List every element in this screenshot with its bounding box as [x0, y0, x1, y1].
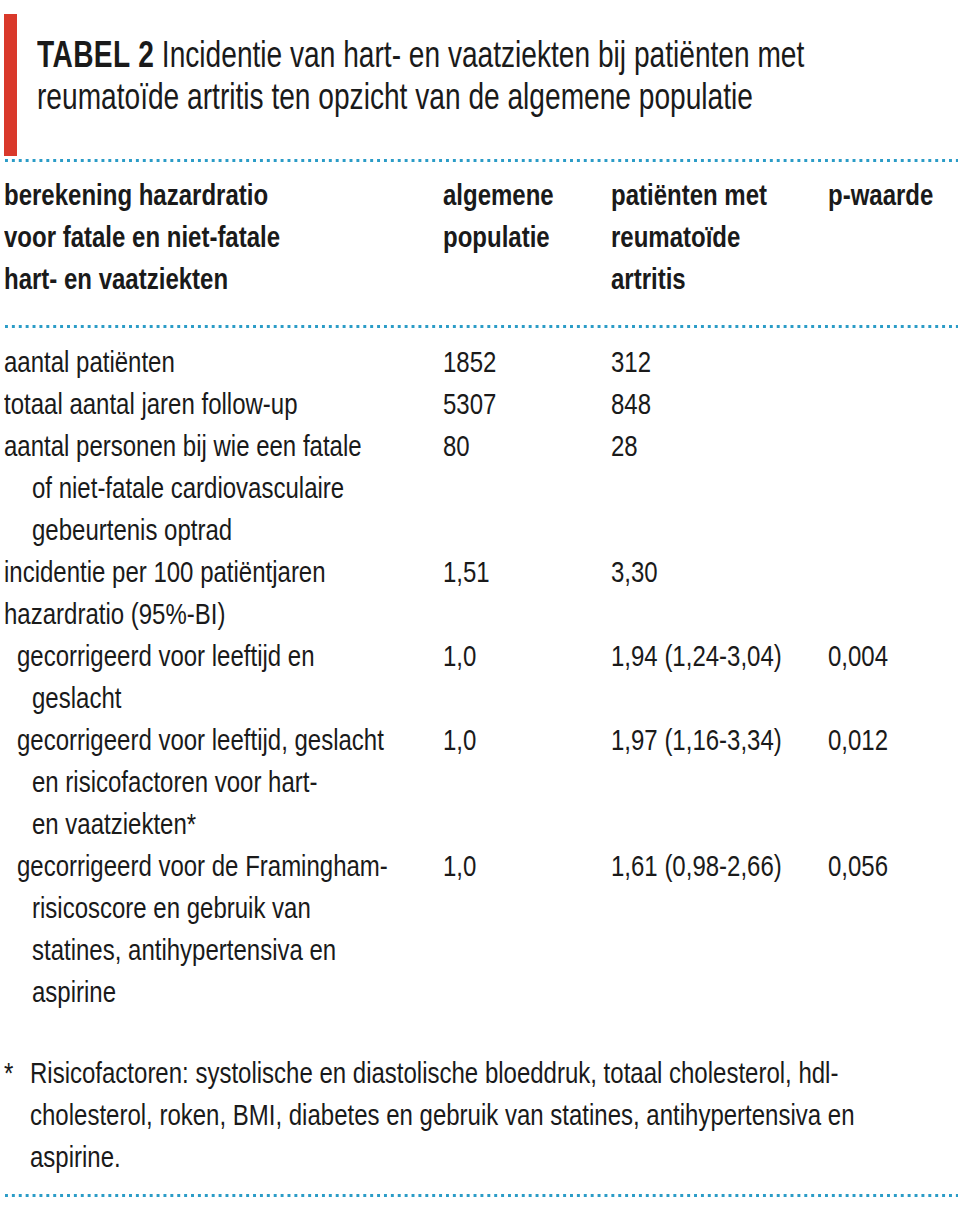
row-label-line: risicoscore en gebruik van — [32, 887, 361, 929]
row-label: totaal aantal jaren follow-up — [4, 383, 443, 425]
header-line: voor fatale en niet-fatale — [4, 216, 355, 258]
row-label-line: geslacht — [32, 677, 361, 719]
row-label-line: incidentie per 100 patiëntjaren — [4, 551, 355, 593]
table-row: totaal aantal jaren follow-up 5307 848 — [4, 383, 958, 425]
header-line: artritis — [611, 258, 785, 300]
row-label: gecorrigeerd voor de Framingham- risicos… — [4, 845, 443, 1013]
dotted-divider-top — [4, 158, 958, 163]
row-label-line: aantal personen bij wie een fatale — [4, 425, 355, 467]
table-row: aantal patiënten 1852 312 — [4, 341, 958, 383]
row-label-line: of niet-fatale cardiovasculaire — [32, 467, 361, 509]
header-line: algemene — [443, 174, 577, 216]
cell-algemene-populatie: 5307 — [443, 383, 577, 425]
row-label-line: statines, antihypertensiva en — [32, 929, 361, 971]
row-label: hazardratio (95%-BI) — [4, 593, 443, 635]
table-title-line-2: reumatoïde artritis ten opzicht van de a… — [37, 76, 737, 118]
header-line: hart- en vaatziekten — [4, 258, 355, 300]
footnote: * Risicofactoren: systolische en diastol… — [4, 1052, 958, 1178]
table-title: TABEL 2Incidentie van hart- en vaatziekt… — [37, 34, 958, 118]
header-col-reumatoide-artritis: patiënten met reumatoïde artritis — [611, 174, 828, 300]
row-label-line: gecorrigeerd voor de Framingham- — [17, 845, 358, 887]
table-body: aantal patiënten 1852 312 totaal aantal … — [4, 341, 958, 1013]
row-label-line: gecorrigeerd voor leeftijd en — [17, 635, 358, 677]
cell-algemene-populatie: 1,0 — [443, 845, 577, 887]
footnote-asterisk: * — [4, 1052, 13, 1094]
row-label: gecorrigeerd voor leeftijd en geslacht — [4, 635, 443, 719]
header-line: populatie — [443, 216, 577, 258]
table-row: gecorrigeerd voor leeftijd en geslacht 1… — [4, 635, 958, 719]
row-label-line: gecorrigeerd voor leeftijd, geslacht — [17, 719, 358, 761]
row-label: gecorrigeerd voor leeftijd, geslacht en … — [4, 719, 443, 845]
dotted-divider-bottom — [4, 1193, 958, 1198]
row-label: aantal personen bij wie een fatale of ni… — [4, 425, 443, 551]
row-label: aantal patiënten — [4, 341, 443, 383]
table-title-text: Incidentie van hart- en vaatziekten bij … — [162, 34, 804, 75]
header-line: p-waarde — [828, 174, 933, 216]
footnote-line: cholesterol, roken, BMI, diabetes en geb… — [30, 1094, 772, 1136]
cell-p-waarde: 0,056 — [828, 845, 932, 887]
cell-algemene-populatie: 1,0 — [443, 719, 577, 761]
row-label-line: hazardratio (95%-BI) — [4, 593, 355, 635]
cell-reumatoide-artritis: 1,94 (1,24-3,04) — [611, 635, 785, 677]
cell-reumatoide-artritis: 3,30 — [611, 551, 785, 593]
cell-reumatoide-artritis: 848 — [611, 383, 785, 425]
table-row: incidentie per 100 patiëntjaren 1,51 3,3… — [4, 551, 958, 593]
table-number-label: TABEL 2 — [37, 34, 154, 75]
row-label-line: en risicofactoren voor hart- — [32, 761, 361, 803]
header-col-p-waarde: p-waarde — [828, 174, 958, 216]
header-line: berekening hazardratio — [4, 174, 355, 216]
cell-algemene-populatie: 1,0 — [443, 635, 577, 677]
header-line: reumatoïde — [611, 216, 785, 258]
header-line: patiënten met — [611, 174, 785, 216]
cell-reumatoide-artritis: 28 — [611, 425, 785, 467]
table-row: gecorrigeerd voor de Framingham- risicos… — [4, 845, 958, 1013]
table-title-line-1: TABEL 2Incidentie van hart- en vaatziekt… — [37, 34, 737, 76]
footnote-line: aspirine. — [30, 1136, 772, 1178]
row-label-line: en vaatziekten* — [32, 803, 361, 845]
table-row: aantal personen bij wie een fatale of ni… — [4, 425, 958, 551]
table-row: hazardratio (95%-BI) — [4, 593, 958, 635]
header-col-algemene-populatie: algemene populatie — [443, 174, 611, 258]
cell-algemene-populatie: 1852 — [443, 341, 577, 383]
cell-reumatoide-artritis: 1,97 (1,16-3,34) — [611, 719, 785, 761]
row-label-line: totaal aantal jaren follow-up — [4, 383, 355, 425]
cell-algemene-populatie: 80 — [443, 425, 577, 467]
dotted-divider-header — [4, 324, 958, 329]
row-label: incidentie per 100 patiëntjaren — [4, 551, 443, 593]
accent-red-bar — [4, 14, 17, 156]
cell-algemene-populatie: 1,51 — [443, 551, 577, 593]
row-label-line: aspirine — [32, 971, 361, 1013]
cell-reumatoide-artritis: 312 — [611, 341, 785, 383]
cell-p-waarde: 0,004 — [828, 635, 932, 677]
cell-reumatoide-artritis: 1,61 (0,98-2,66) — [611, 845, 785, 887]
table-figure: TABEL 2Incidentie van hart- en vaatziekt… — [0, 0, 958, 1221]
table-row: gecorrigeerd voor leeftijd, geslacht en … — [4, 719, 958, 845]
header-col-berekening: berekening hazardratio voor fatale en ni… — [4, 174, 443, 300]
row-label-line: aantal patiënten — [4, 341, 355, 383]
footnote-line: Risicofactoren: systolische en diastolis… — [30, 1052, 772, 1094]
cell-p-waarde: 0,012 — [828, 719, 932, 761]
row-label-line: gebeurtenis optrad — [32, 509, 361, 551]
table-header-row: berekening hazardratio voor fatale en ni… — [4, 174, 958, 300]
